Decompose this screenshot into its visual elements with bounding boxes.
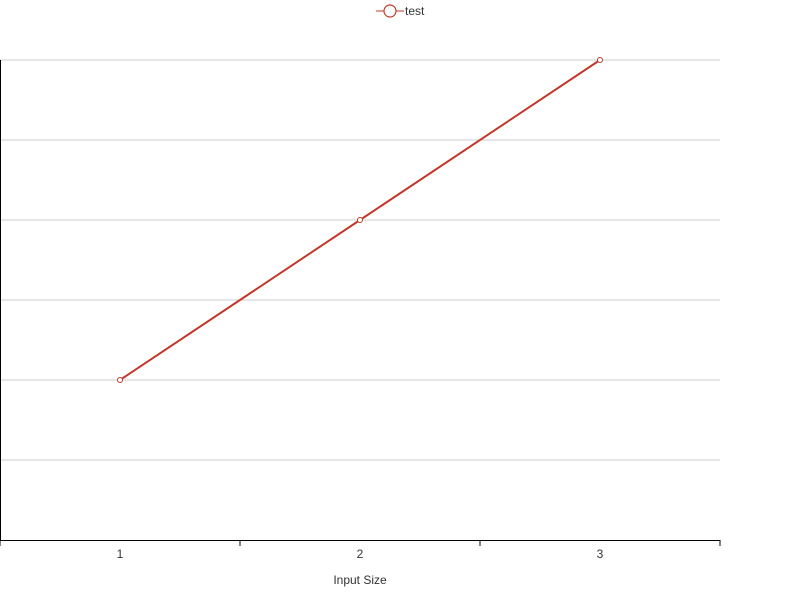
axes bbox=[0, 60, 720, 541]
legend[interactable]: test bbox=[376, 4, 425, 18]
series-group bbox=[117, 57, 603, 383]
x-axis-title: Input Size bbox=[333, 573, 387, 587]
x-ticks: 1 2 3 bbox=[0, 540, 721, 561]
x-tick-label: 3 bbox=[597, 547, 604, 561]
x-tick-label: 2 bbox=[357, 547, 364, 561]
data-point bbox=[597, 57, 603, 63]
data-point bbox=[117, 377, 123, 383]
legend-marker-icon bbox=[383, 4, 397, 18]
legend-label: test bbox=[405, 4, 425, 18]
y-gridlines bbox=[0, 59, 720, 461]
x-tick-label: 1 bbox=[117, 547, 124, 561]
data-point bbox=[357, 217, 363, 223]
